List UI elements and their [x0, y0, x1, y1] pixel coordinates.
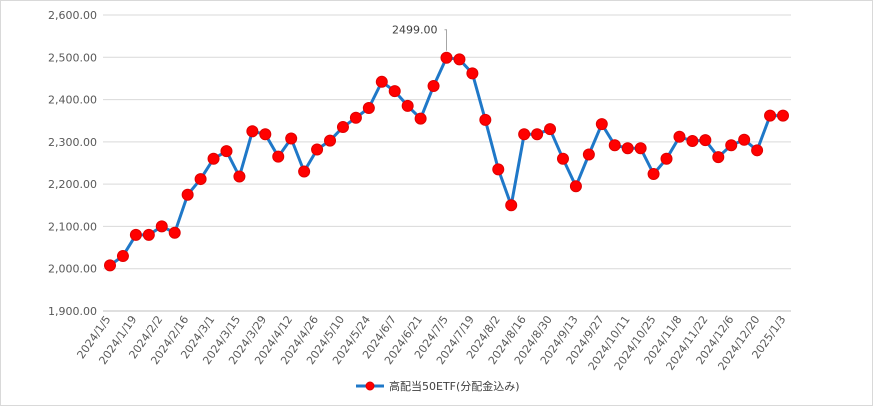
data-point — [777, 109, 789, 122]
annotation-leader — [444, 29, 447, 51]
data-point — [608, 139, 621, 152]
data-point — [634, 142, 647, 155]
data-point — [272, 150, 285, 163]
data-point — [453, 53, 466, 66]
data-point — [686, 135, 699, 148]
data-point — [725, 139, 738, 152]
data-point — [401, 99, 414, 112]
data-point — [440, 51, 453, 64]
data-point — [414, 112, 427, 125]
data-point — [168, 226, 181, 239]
data-point — [362, 102, 375, 115]
data-point — [349, 111, 362, 124]
y-tick-label: 2,000.00 — [48, 263, 97, 276]
data-point — [764, 109, 777, 122]
data-point — [492, 163, 505, 176]
y-tick-label: 2,400.00 — [48, 94, 97, 107]
data-point — [505, 199, 518, 212]
data-point — [660, 152, 673, 165]
y-tick-label: 2,500.00 — [48, 51, 97, 64]
data-point — [311, 143, 324, 156]
x-axis-ticks: 2024/1/52024/1/192024/2/22024/2/162024/3… — [74, 313, 788, 372]
data-point — [375, 75, 388, 88]
data-point — [479, 113, 492, 126]
data-point — [324, 134, 337, 147]
series-layer — [104, 51, 789, 272]
data-point — [233, 170, 246, 183]
data-point — [427, 80, 440, 93]
data-point — [595, 118, 608, 131]
data-point — [751, 144, 764, 157]
data-point — [647, 167, 660, 180]
data-point — [104, 259, 116, 272]
data-point — [285, 132, 298, 145]
data-point — [142, 228, 155, 241]
legend: 高配当50ETF(分配金込み) — [356, 379, 520, 393]
y-tick-label: 2,200.00 — [48, 178, 97, 191]
data-point — [544, 123, 557, 136]
data-point — [116, 250, 129, 263]
data-point — [531, 128, 544, 141]
data-point — [155, 220, 168, 233]
annotation-layer: 2499.00 — [392, 24, 447, 51]
data-point — [582, 148, 595, 161]
data-point — [673, 130, 686, 143]
data-point — [569, 180, 582, 193]
y-tick-label: 1,900.00 — [48, 305, 97, 318]
data-point — [388, 85, 401, 98]
data-point — [699, 134, 712, 147]
y-tick-label: 2,300.00 — [48, 136, 97, 149]
data-point — [220, 145, 233, 158]
data-point — [207, 152, 220, 165]
y-tick-label: 2,600.00 — [48, 9, 97, 22]
data-point — [621, 142, 634, 155]
legend-marker-swatch — [365, 381, 375, 391]
data-point — [181, 188, 194, 201]
data-point — [259, 128, 272, 141]
data-point — [738, 133, 751, 146]
data-point — [298, 165, 311, 178]
y-axis-ticks: 1,900.00 2,000.00 2,100.00 2,200.00 2,300.00… — [48, 9, 97, 318]
y-tick-label: 2,100.00 — [48, 220, 97, 233]
data-point — [556, 152, 569, 165]
data-point — [712, 151, 725, 164]
legend-label: 高配当50ETF(分配金込み) — [389, 379, 520, 393]
data-point — [518, 128, 531, 141]
annotation-label: 2499.00 — [392, 24, 438, 37]
data-point — [466, 67, 479, 80]
data-point — [129, 228, 142, 241]
data-point — [336, 121, 349, 134]
data-point — [194, 173, 207, 186]
data-point — [246, 125, 259, 138]
